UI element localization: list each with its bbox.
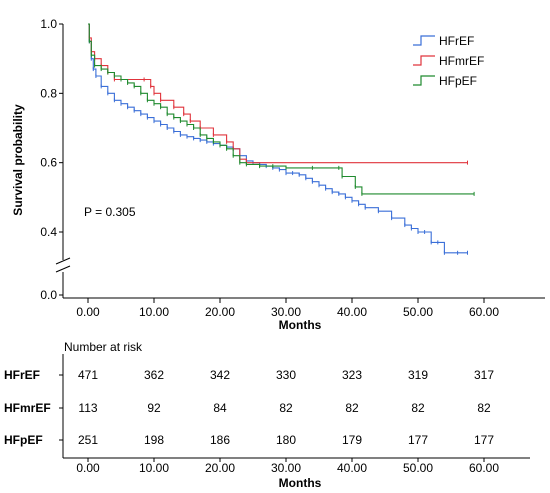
x-tick-label: 0.00 — [76, 305, 100, 319]
risk-count: 251 — [78, 433, 98, 447]
risk-x-tick-label: 40.00 — [337, 461, 367, 475]
risk-x-tick-label: 60.00 — [469, 461, 499, 475]
risk-count: 319 — [408, 368, 428, 382]
x-axis-title: Months — [279, 318, 322, 332]
risk-x-tick-label: 10.00 — [139, 461, 169, 475]
risk-count: 177 — [474, 433, 494, 447]
p-value-annotation: P = 0.305 — [84, 205, 136, 219]
risk-count: 471 — [78, 368, 98, 382]
risk-x-axis-title: Months — [279, 476, 322, 490]
legend: HFrEF HFmrEF HFpEF — [413, 34, 484, 88]
y-tick-label: 0.6 — [40, 156, 57, 170]
x-tick-label: 20.00 — [205, 305, 235, 319]
survival-curve-hfmref — [88, 23, 468, 164]
curves-layer — [88, 23, 475, 255]
x-tick-label: 30.00 — [271, 305, 301, 319]
y-tick-label: 1.0 — [40, 17, 57, 31]
risk-count: 342 — [210, 368, 230, 382]
legend-swatch-hfpef — [413, 75, 435, 86]
risk-table-title: Number at risk — [64, 340, 143, 354]
risk-count: 330 — [276, 368, 296, 382]
risk-count: 177 — [408, 433, 428, 447]
axis-break-mark — [55, 265, 71, 273]
risk-table: Number at risk HFrEF 471 362 342 330 323 319 317… — [4, 340, 530, 490]
y-tick-label: 0.4 — [40, 225, 57, 239]
risk-x-tick-label: 50.00 — [403, 461, 433, 475]
legend-label-hfref: HFrEF — [439, 34, 474, 48]
legend-label-hfmref: HFmrEF — [439, 54, 484, 68]
axes-layer: 0.00 10.00 20.00 30.00 40.00 50.00 60.00 0.0 0.4… — [11, 17, 545, 332]
risk-count: 84 — [213, 401, 227, 415]
risk-x-tick-label: 0.00 — [76, 461, 100, 475]
legend-label-hfpef: HFpEF — [439, 74, 477, 88]
risk-count: 113 — [78, 401, 97, 415]
risk-count: 82 — [477, 401, 491, 415]
risk-count: 92 — [147, 401, 161, 415]
risk-count: 179 — [342, 433, 362, 447]
risk-count: 198 — [144, 433, 164, 447]
y-axis-title: Survival probability — [11, 104, 25, 216]
x-tick-label: 40.00 — [337, 305, 367, 319]
risk-count: 317 — [474, 368, 494, 382]
risk-x-tick-label: 20.00 — [205, 461, 235, 475]
axis-break-mark — [55, 257, 71, 265]
x-tick-label: 50.00 — [403, 305, 433, 319]
risk-row-label: HFpEF — [4, 433, 43, 447]
y-tick-label: 0.0 — [40, 288, 57, 302]
legend-swatch-hfref — [413, 35, 435, 46]
risk-count: 186 — [210, 433, 230, 447]
risk-count: 82 — [345, 401, 359, 415]
risk-count: 180 — [276, 433, 296, 447]
survival-curve-hfref — [88, 23, 468, 254]
risk-count: 82 — [279, 401, 293, 415]
risk-row-label: HFmrEF — [4, 401, 51, 415]
risk-x-tick-label: 30.00 — [271, 461, 301, 475]
legend-swatch-hfmref — [413, 55, 435, 66]
risk-count: 362 — [144, 368, 164, 382]
risk-count: 323 — [342, 368, 362, 382]
x-tick-label: 10.00 — [139, 305, 169, 319]
survival-curve-hfpef — [88, 23, 475, 195]
risk-count: 82 — [411, 401, 425, 415]
y-tick-label: 0.8 — [40, 86, 57, 100]
risk-row-label: HFrEF — [4, 368, 40, 382]
x-tick-label: 60.00 — [469, 305, 499, 319]
